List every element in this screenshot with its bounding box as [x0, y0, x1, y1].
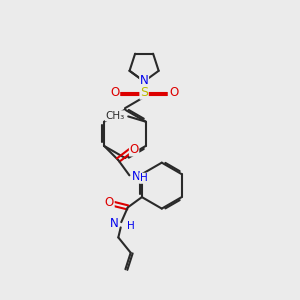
Text: H: H: [127, 221, 134, 231]
Text: N: N: [132, 170, 140, 183]
Text: S: S: [140, 86, 148, 99]
Text: H: H: [140, 173, 147, 183]
Text: CH₃: CH₃: [105, 111, 125, 121]
Text: O: O: [105, 196, 114, 209]
Text: O: O: [130, 143, 139, 156]
Text: N: N: [110, 217, 118, 230]
Text: N: N: [140, 74, 148, 87]
Text: O: O: [110, 86, 119, 99]
Text: O: O: [169, 86, 178, 99]
